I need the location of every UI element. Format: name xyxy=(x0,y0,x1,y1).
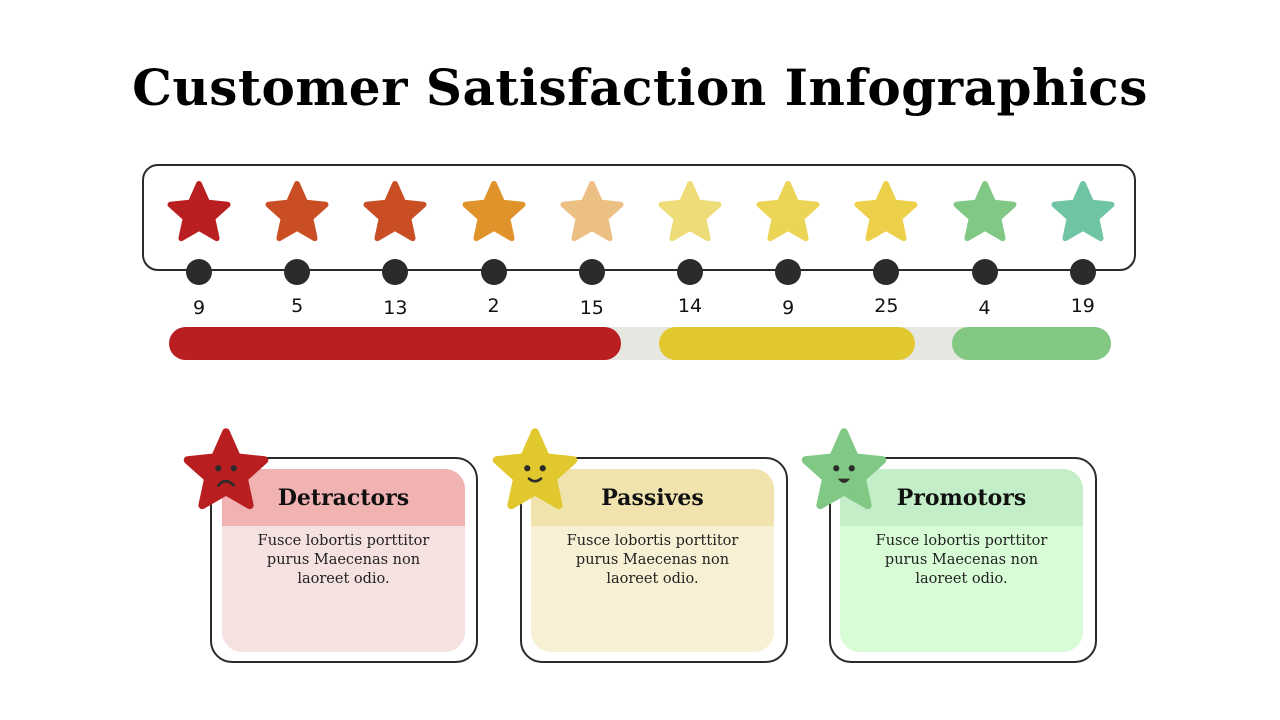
scale-count: 19 xyxy=(1070,295,1095,317)
scale-count: 5 xyxy=(291,295,304,317)
detractors-bar xyxy=(169,327,621,360)
scale-count: 25 xyxy=(874,295,899,317)
scale-count: 9 xyxy=(192,297,206,319)
promotors-card: Promotors Fusce lobortis porttitor purus… xyxy=(840,469,1083,652)
rating-star-icon xyxy=(854,180,918,244)
rating-star-icon xyxy=(265,180,329,244)
scale-dot xyxy=(677,259,703,285)
promotors-bar xyxy=(952,327,1111,360)
rating-scale-panel xyxy=(142,164,1136,271)
promotors-card-text: Fusce lobortis porttitor purus Maecenas … xyxy=(875,533,1048,587)
scale-dot xyxy=(284,259,311,285)
scale-dot xyxy=(873,259,900,285)
scale-dot xyxy=(186,259,212,285)
scale-dot xyxy=(382,259,409,285)
scale-dot xyxy=(775,259,802,285)
detractors-card: Detractors Fusce lobortis porttitor puru… xyxy=(222,469,465,652)
page-title: Customer Satisfaction Infographics xyxy=(132,58,1148,117)
scale-count: 13 xyxy=(383,297,408,319)
scale-count: 14 xyxy=(677,295,703,317)
passives-card-text: Fusce lobortis porttitor purus Maecenas … xyxy=(566,533,739,587)
happy-face-icon xyxy=(801,427,887,513)
scale-dot xyxy=(578,259,605,285)
scale-dot xyxy=(480,259,507,285)
scale-count: 9 xyxy=(782,297,795,319)
passives-card-title: Passives xyxy=(531,469,774,526)
rating-star-icon xyxy=(953,180,1017,244)
detractors-card-title: Detractors xyxy=(222,469,465,526)
scale-dot xyxy=(971,259,998,285)
rating-star-icon xyxy=(756,180,820,244)
rating-star-icon xyxy=(167,180,231,244)
neutral-face-icon xyxy=(492,427,578,513)
scale-count: 15 xyxy=(579,297,604,319)
rating-star-icon xyxy=(560,180,624,244)
promotors-card-title: Promotors xyxy=(840,469,1083,526)
rating-star-icon xyxy=(1051,180,1115,244)
rating-star-icon xyxy=(363,180,427,244)
scale-count: 2 xyxy=(487,295,500,317)
rating-star-icon xyxy=(462,180,526,244)
passives-card: Passives Fusce lobortis porttitor purus … xyxy=(531,469,774,652)
detractors-card-text: Fusce lobortis porttitor purus Maecenas … xyxy=(257,533,430,587)
scale-count: 4 xyxy=(978,297,991,319)
rating-star-icon xyxy=(658,180,722,244)
sad-face-icon xyxy=(183,427,269,513)
scale-dot xyxy=(1069,259,1096,285)
passives-bar xyxy=(659,327,915,360)
